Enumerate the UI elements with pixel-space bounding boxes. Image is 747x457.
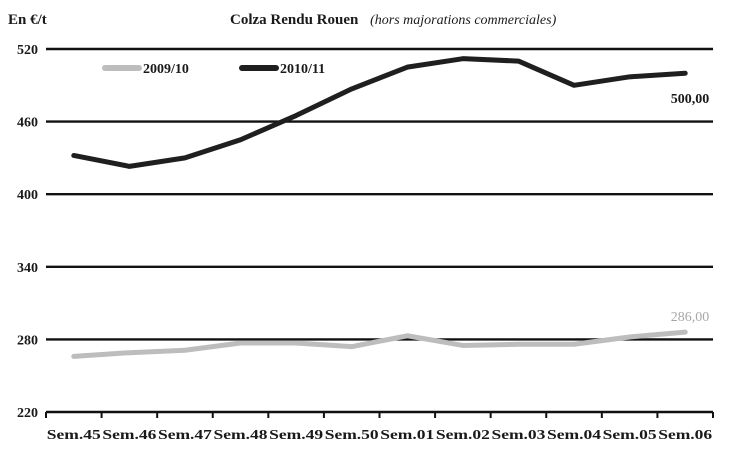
x-tick-label: Sem.03 — [491, 428, 545, 443]
legend: 2009/10 2010/11 — [102, 62, 325, 77]
chart-subtitle: (hors majorations commerciales) — [370, 13, 556, 28]
legend-label: 2009/10 — [143, 62, 189, 77]
series-line-2010-11 — [71, 56, 688, 169]
x-tick-label: Sem.48 — [214, 428, 268, 443]
end-value-label: 286,00 — [671, 310, 710, 325]
x-tick-label: Sem.49 — [269, 428, 323, 443]
chart-title-main: Colza Rendu Rouen — [230, 12, 359, 28]
y-tick-label: 340 — [17, 261, 38, 276]
y-tick-label: 520 — [17, 43, 38, 58]
grid-lines — [46, 47, 713, 414]
x-tick-label: Sem.47 — [158, 428, 212, 443]
x-tick-label: Sem.05 — [603, 428, 657, 443]
x-tick-label: Sem.45 — [47, 428, 101, 443]
x-tick-label: Sem.50 — [325, 428, 379, 443]
y-tick-label: 460 — [17, 116, 38, 131]
x-axis: Sem.45 Sem.46 Sem.47 Sem.48 Sem.49 Sem.50 Sem.… — [45, 412, 714, 443]
end-labels: 286,00 500,00 — [671, 92, 710, 325]
series-lines — [71, 56, 688, 359]
series-line-2009-10 — [71, 329, 688, 359]
legend-label: 2010/11 — [280, 62, 325, 77]
y-tick-label: 280 — [17, 333, 38, 348]
y-tick-label: 220 — [17, 406, 38, 421]
x-tick-label: Sem.04 — [547, 428, 601, 443]
y-tick-labels: 520 460 400 340 280 220 — [17, 43, 38, 421]
chart-title: Colza Rendu Rouen (hors majorations comm… — [230, 12, 557, 28]
x-tick-label: Sem.01 — [380, 428, 434, 443]
y-axis-label: En €/t — [8, 12, 47, 28]
x-tick-label: Sem.06 — [658, 428, 712, 443]
x-tick-label: Sem.46 — [102, 428, 156, 443]
end-value-label: 500,00 — [671, 92, 710, 107]
y-tick-label: 400 — [17, 188, 38, 203]
x-tick-label: Sem.02 — [436, 428, 490, 443]
